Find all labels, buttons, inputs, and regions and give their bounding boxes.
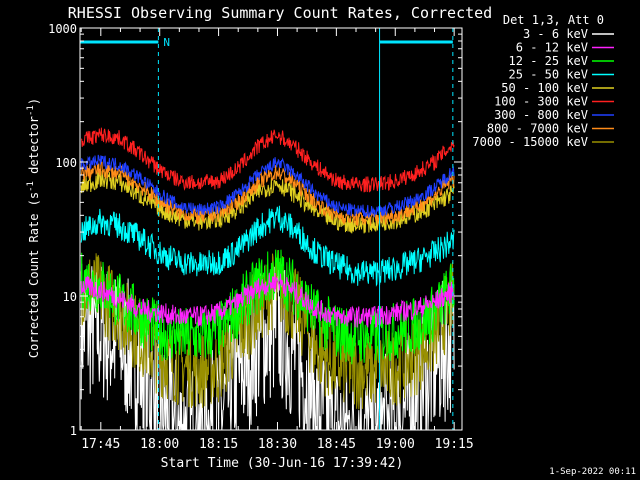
plot-frame: [79, 27, 463, 431]
series-line: [80, 161, 455, 227]
legend-label: 300 - 800 keV: [494, 108, 588, 122]
y-axis-label: Corrected Count Rate (s-1 detector-1): [26, 98, 41, 358]
x-tick-label: 18:15: [199, 437, 238, 452]
axes: 1 10 100 1000 17:45 18:00 18:15 18:30 18:45 19:00…: [48, 22, 474, 452]
legend-label: 6 - 12 keV: [516, 41, 588, 55]
legend-label: 100 - 300 keV: [494, 95, 588, 109]
legend-label: 7000 - 15000 keV: [472, 135, 588, 149]
series-line: [80, 127, 455, 193]
series-line: [80, 272, 455, 328]
y-tick-label: 1: [70, 424, 77, 438]
y-tick-label: 10: [63, 290, 77, 304]
x-tick-label: 19:00: [376, 437, 415, 452]
x-tick-label: 17:45: [81, 437, 120, 452]
series-line: [80, 205, 455, 287]
night-label: N: [163, 36, 170, 49]
series-line: [80, 170, 455, 234]
footer-timestamp: 1-Sep-2022 00:11: [549, 467, 636, 477]
x-tick-label: 18:45: [317, 437, 356, 452]
legend-label: 25 - 50 keV: [509, 68, 588, 82]
x-tick-label: 19:15: [435, 437, 474, 452]
x-axis-label: Start Time (30-Jun-16 17:39:42): [161, 456, 404, 471]
y-tick-label: 1000: [48, 22, 77, 36]
series-line: [80, 154, 455, 218]
chart-title: RHESSI Observing Summary Count Rates, Co…: [68, 4, 492, 22]
y-tick-label: 100: [55, 156, 77, 170]
legend-title: Det 1,3, Att 0: [503, 13, 604, 27]
x-tick-label: 18:00: [140, 437, 179, 452]
series-line: [80, 249, 455, 365]
x-tick-label: 18:30: [258, 437, 297, 452]
legend-label: 12 - 25 keV: [509, 54, 588, 68]
legend-label: 50 - 100 keV: [501, 81, 588, 95]
legend-label: 800 - 7000 keV: [487, 122, 588, 136]
plot-area: N: [79, 28, 455, 430]
legend-label: 3 - 6 keV: [523, 27, 588, 41]
